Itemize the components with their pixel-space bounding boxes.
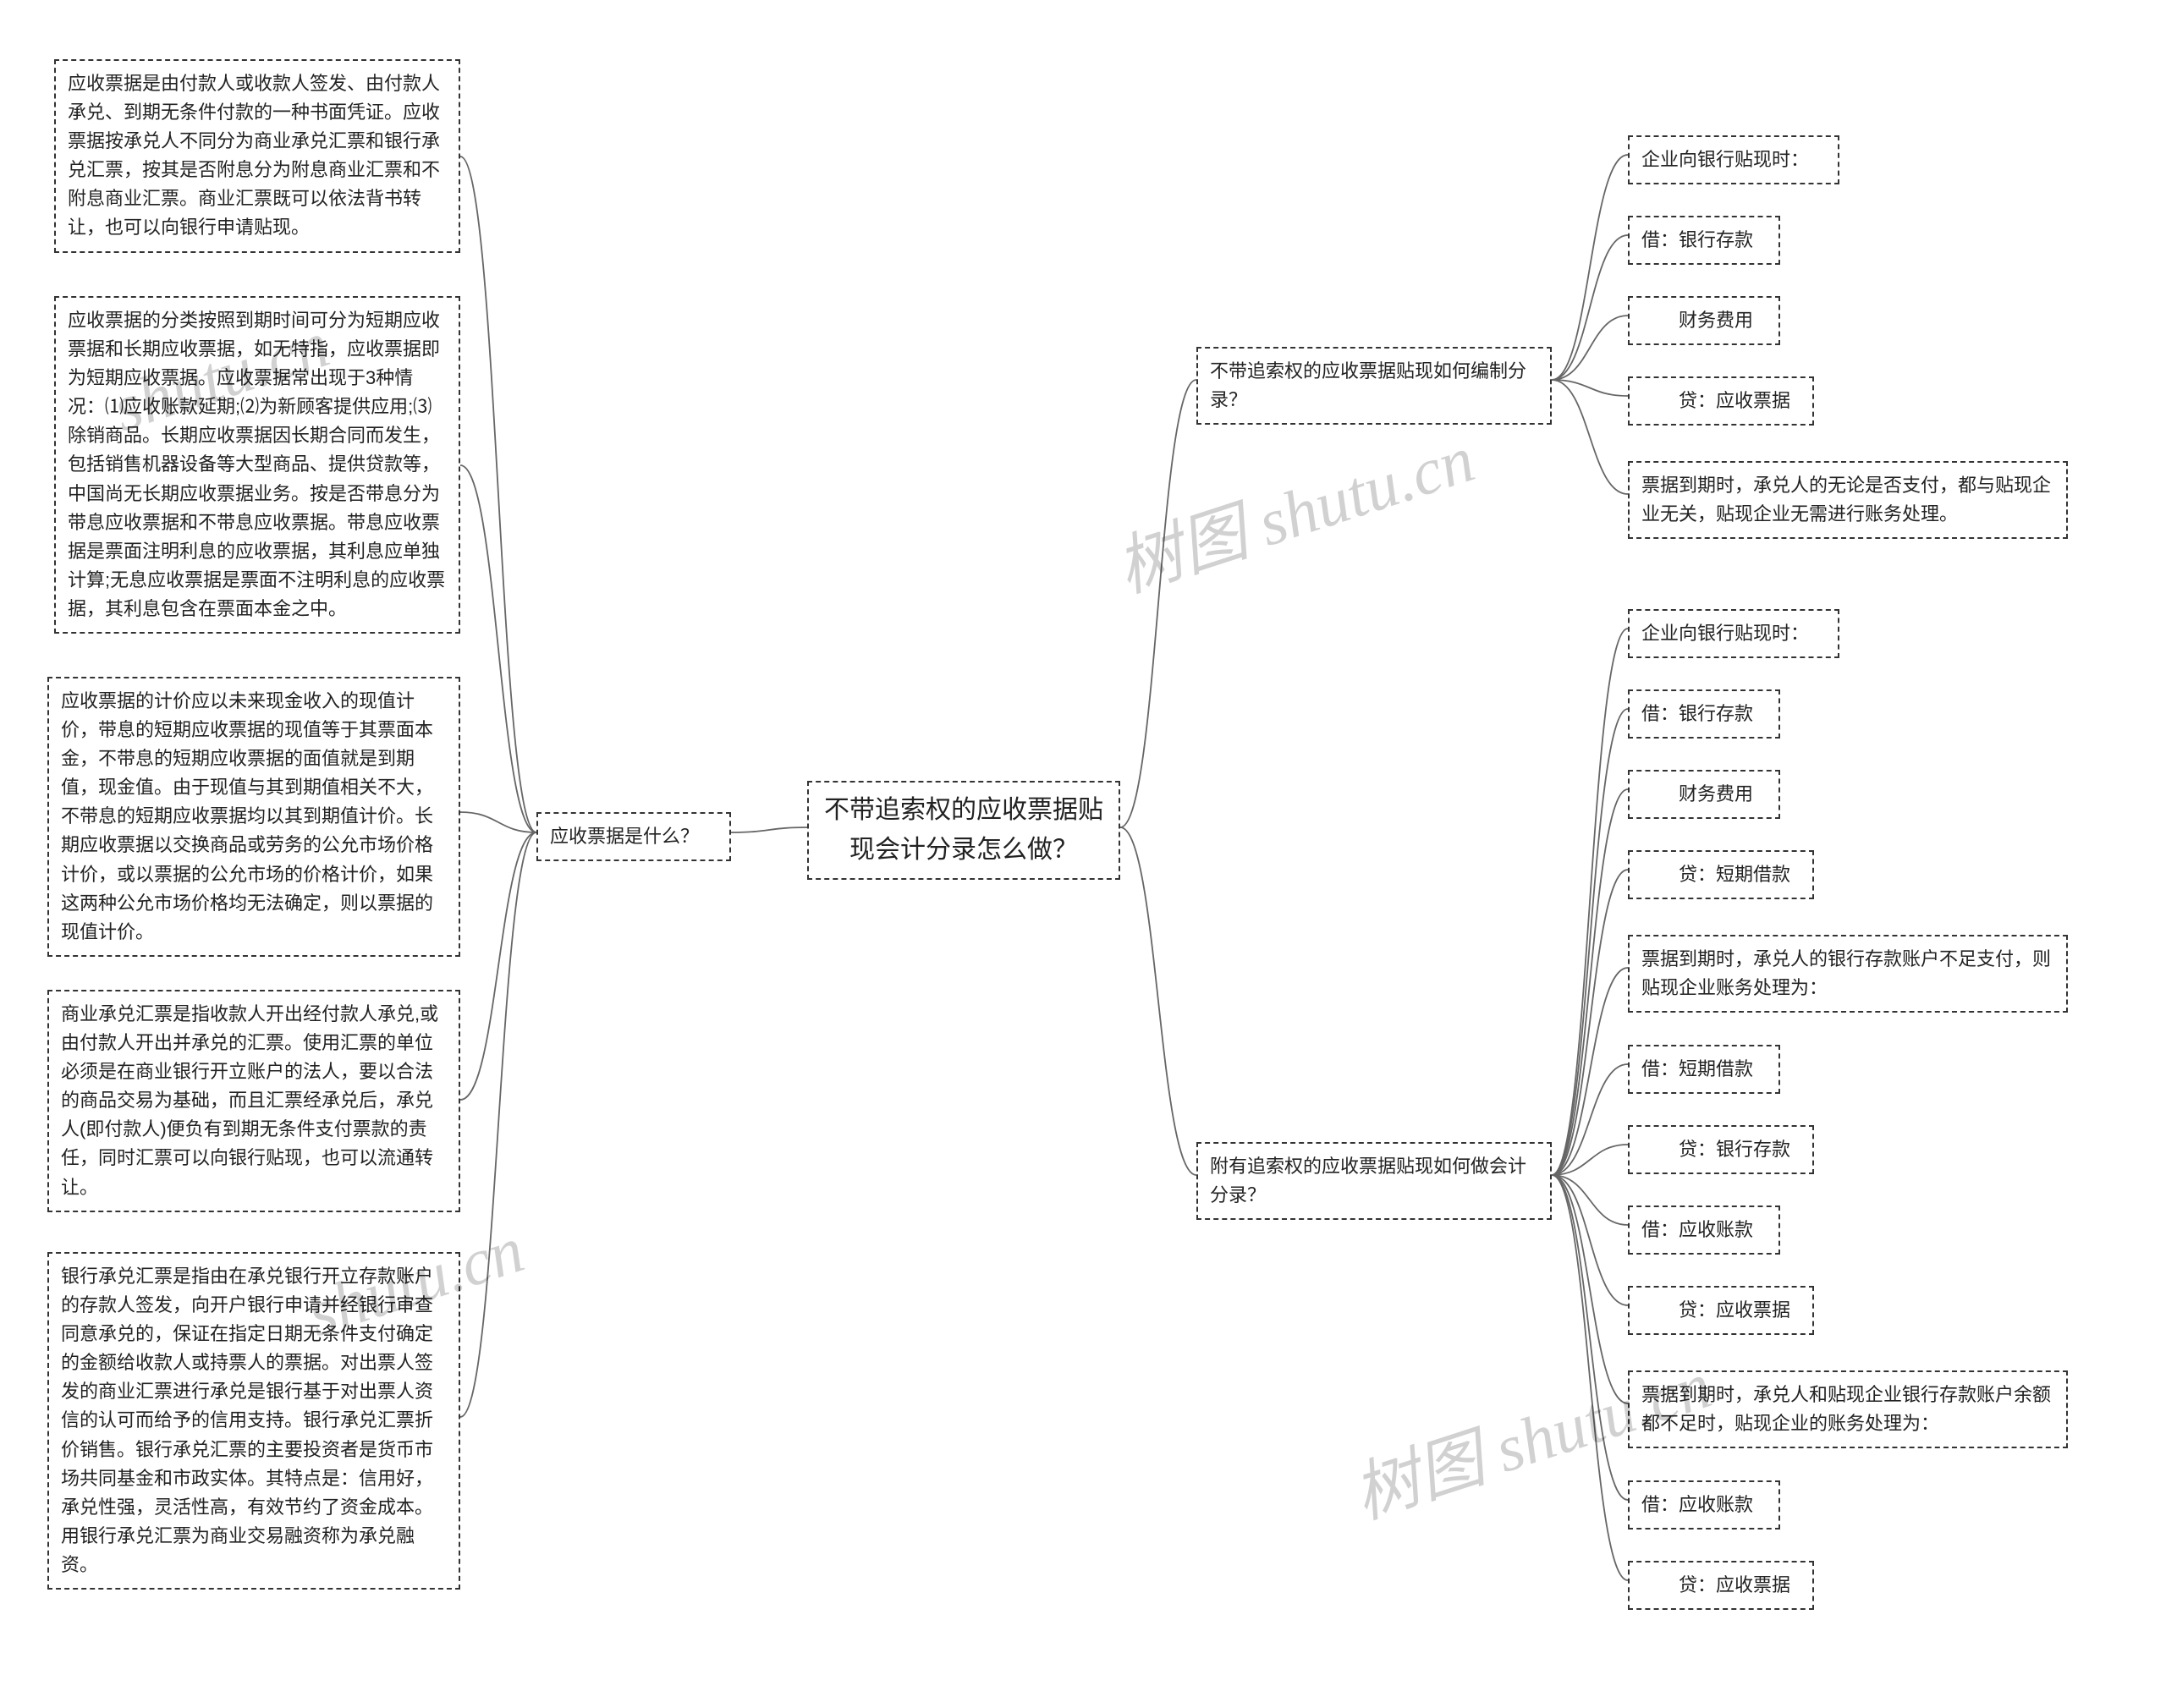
right2-leaf-text: 借：银行存款 <box>1641 703 1753 724</box>
left-leaf-text: 应收票据的分类按照到期时间可分为短期应收票据和长期应收票据，如无特指，应收票据即… <box>68 310 445 619</box>
edge <box>1552 235 1628 380</box>
edge <box>460 157 536 832</box>
right2-leaf-node: 贷：短期借款 <box>1628 850 1814 899</box>
right1-leaf-node: 贷：应收票据 <box>1628 376 1814 426</box>
edge <box>1552 380 1628 396</box>
right2-leaf-node: 借：应收账款 <box>1628 1205 1780 1255</box>
edge <box>460 832 536 1417</box>
watermark: 树图 shutu.cn <box>1102 406 1484 611</box>
edge <box>1552 1175 1628 1500</box>
left-leaf-node: 应收票据的分类按照到期时间可分为短期应收票据和长期应收票据，如无特指，应收票据即… <box>54 296 460 634</box>
left-question-text: 应收票据是什么？ <box>550 826 699 847</box>
right1-leaf-node: 财务费用 <box>1628 296 1780 345</box>
edge <box>1552 1175 1628 1225</box>
right2-leaf-text: 贷：应收票据 <box>1641 1299 1790 1321</box>
right2-leaf-node: 票据到期时，承兑人和贴现企业银行存款账户余额都不足时，贴现企业的账务处理为： <box>1628 1370 2068 1448</box>
left-question-node: 应收票据是什么？ <box>536 812 731 861</box>
left-leaf-text: 银行承兑汇票是指由在承兑银行开立存款账户的存款人签发，向开户银行申请并经银行审查… <box>61 1266 433 1575</box>
left-leaf-text: 应收票据的计价应以未来现金收入的现值计价，带息的短期应收票据的现值等于其票面本金… <box>61 690 433 942</box>
right2-leaf-text: 票据到期时，承兑人的银行存款账户不足支付，则贴现企业账务处理为： <box>1641 948 2051 998</box>
edge <box>1552 155 1628 380</box>
right2-leaf-node: 财务费用 <box>1628 770 1780 819</box>
left-leaf-node: 商业承兑汇票是指收款人开出经付款人承兑,或由付款人开出并承兑的汇票。使用汇票的单… <box>47 990 460 1212</box>
left-leaf-node: 银行承兑汇票是指由在承兑银行开立存款账户的存款人签发，向开户银行申请并经银行审查… <box>47 1252 460 1590</box>
right1-leaf-text: 财务费用 <box>1641 310 1753 331</box>
edge <box>1552 968 1628 1175</box>
edge <box>1120 827 1196 1175</box>
left-leaf-text: 商业承兑汇票是指收款人开出经付款人承兑,或由付款人开出并承兑的汇票。使用汇票的单… <box>61 1003 438 1198</box>
center-node: 不带追索权的应收票据贴现会计分录怎么做？ <box>807 781 1120 880</box>
edge <box>1552 789 1628 1175</box>
left-leaf-text: 应收票据是由付款人或收款人签发、由付款人承兑、到期无条件付款的一种书面凭证。应收… <box>68 73 440 238</box>
right2-leaf-node: 借：应收账款 <box>1628 1480 1780 1530</box>
edge <box>1552 1175 1628 1403</box>
right2-leaf-node: 借：银行存款 <box>1628 689 1780 739</box>
right2-leaf-node: 贷：银行存款 <box>1628 1125 1814 1174</box>
right2-leaf-text: 借：应收账款 <box>1641 1219 1753 1240</box>
right2-leaf-text: 票据到期时，承兑人和贴现企业银行存款账户余额都不足时，贴现企业的账务处理为： <box>1641 1384 2051 1434</box>
edge <box>1552 380 1628 494</box>
left-leaf-node: 应收票据是由付款人或收款人签发、由付款人承兑、到期无条件付款的一种书面凭证。应收… <box>54 59 460 253</box>
edge <box>1552 316 1628 380</box>
right2-leaf-node: 企业向银行贴现时： <box>1628 609 1839 658</box>
right-question-2-node: 附有追索权的应收票据贴现如何做会计分录？ <box>1196 1142 1552 1220</box>
edge <box>1552 1064 1628 1175</box>
right1-leaf-node: 票据到期时，承兑人的无论是否支付，都与贴现企业无关，贴现企业无需进行账务处理。 <box>1628 461 2068 539</box>
center-text: 不带追索权的应收票据贴现会计分录怎么做？ <box>824 796 1103 864</box>
edge <box>1552 629 1628 1175</box>
right2-leaf-text: 贷：短期借款 <box>1641 864 1790 885</box>
right2-leaf-node: 借：短期借款 <box>1628 1045 1780 1094</box>
right2-leaf-node: 贷：应收票据 <box>1628 1286 1814 1335</box>
edge <box>1552 709 1628 1175</box>
edge <box>460 465 536 832</box>
right1-leaf-node: 企业向银行贴现时： <box>1628 135 1839 184</box>
edge <box>1552 1175 1628 1305</box>
right2-leaf-text: 财务费用 <box>1641 783 1753 805</box>
right1-leaf-node: 借：银行存款 <box>1628 216 1780 265</box>
right2-leaf-text: 贷：银行存款 <box>1641 1139 1790 1160</box>
right1-leaf-text: 企业向银行贴现时： <box>1641 149 1809 170</box>
edge <box>1120 380 1196 827</box>
right-question-2-text: 附有追索权的应收票据贴现如何做会计分录？ <box>1210 1156 1526 1205</box>
edge <box>1552 1145 1628 1175</box>
right1-leaf-text: 借：银行存款 <box>1641 229 1753 250</box>
right1-leaf-text: 票据到期时，承兑人的无论是否支付，都与贴现企业无关，贴现企业无需进行账务处理。 <box>1641 475 2051 524</box>
right-question-1-node: 不带追索权的应收票据贴现如何编制分录？ <box>1196 347 1552 425</box>
right-question-1-text: 不带追索权的应收票据贴现如何编制分录？ <box>1210 360 1526 410</box>
edge <box>1552 870 1628 1175</box>
edge <box>460 832 536 1100</box>
right2-leaf-node: 贷：应收票据 <box>1628 1561 1814 1610</box>
right2-leaf-text: 企业向银行贴现时： <box>1641 623 1809 644</box>
right2-leaf-text: 借：应收账款 <box>1641 1494 1753 1515</box>
right1-leaf-text: 贷：应收票据 <box>1641 390 1790 411</box>
edge <box>460 812 536 832</box>
right2-leaf-text: 贷：应收票据 <box>1641 1574 1790 1595</box>
right2-leaf-node: 票据到期时，承兑人的银行存款账户不足支付，则贴现企业账务处理为： <box>1628 935 2068 1013</box>
right2-leaf-text: 借：短期借款 <box>1641 1058 1753 1079</box>
left-leaf-node: 应收票据的计价应以未来现金收入的现值计价，带息的短期应收票据的现值等于其票面本金… <box>47 677 460 957</box>
edge <box>731 827 807 832</box>
edge <box>1552 1175 1628 1580</box>
